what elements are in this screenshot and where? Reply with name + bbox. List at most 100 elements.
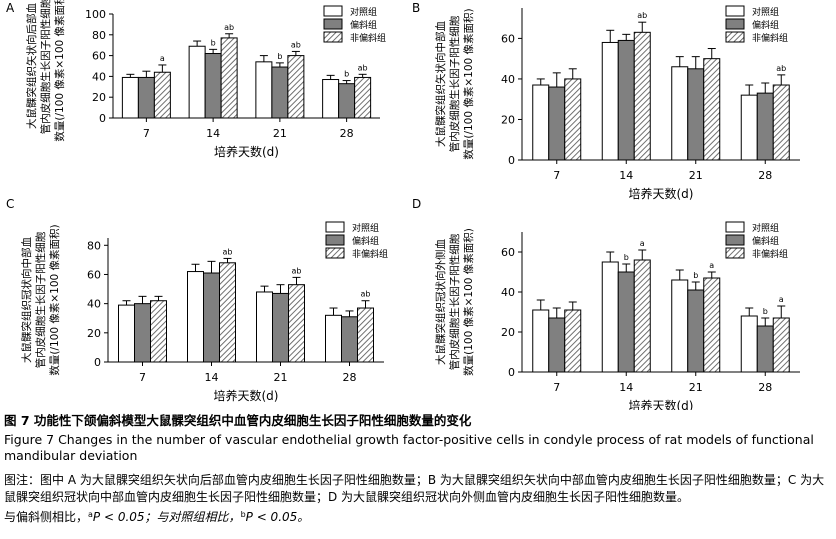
- bar-1: [617, 39, 635, 161]
- significance-label: a: [779, 295, 784, 304]
- caption-note-sup-b: b: [240, 510, 246, 519]
- caption-note-pre: 与偏斜侧相比，: [4, 510, 89, 524]
- panel-d: D 0 20 40 60 7 14 b a 21 b a 28 b a 培养天数(d) 大鼠髁突组织冠状向外侧血…: [412, 197, 800, 410]
- bar-2: [153, 71, 171, 119]
- bar-2: [703, 277, 721, 373]
- y-tick-label: 0: [508, 366, 515, 379]
- significance-label: a: [160, 54, 165, 63]
- y-tick-label: 20: [92, 91, 106, 104]
- y-tick-label: 40: [92, 70, 106, 83]
- legend-swatch-1: [323, 18, 343, 30]
- x-tick-label: 7: [139, 371, 146, 384]
- y-tick-label: 20: [87, 327, 101, 340]
- y-axis-label-line: 管内皮细胞生长因子阳性细胞: [448, 15, 461, 152]
- bar-0: [118, 304, 135, 363]
- x-tick-label: 21: [273, 127, 287, 140]
- significance-label: b: [624, 253, 629, 262]
- bar-1: [338, 83, 356, 119]
- x-tick-label: 14: [206, 127, 220, 140]
- bar-2: [288, 284, 305, 363]
- bar-0: [322, 79, 340, 119]
- legend-swatch-2: [323, 31, 343, 43]
- y-axis-label: 大鼠髁突组织矢状向后部血 管内皮细胞生长因子阳性细胞 数量(/100 像素×100 …: [25, 0, 66, 142]
- panel-letter: D: [412, 197, 421, 211]
- panel-a: A0204060801007a14bab21bab28bab培养天数(d)大鼠髁…: [6, 0, 386, 159]
- significance-label: ab: [291, 40, 301, 49]
- panel-letter: A: [6, 1, 15, 15]
- bar-1: [341, 316, 358, 363]
- bar-2: [219, 262, 236, 363]
- y-tick-label: 60: [87, 268, 101, 281]
- x-tick-label: 28: [340, 127, 354, 140]
- bar-0: [601, 261, 619, 373]
- bar-1: [272, 292, 289, 363]
- x-tick-label: 21: [274, 371, 288, 384]
- significance-label: ab: [637, 11, 647, 20]
- x-tick-label: 21: [689, 381, 703, 394]
- bar-2: [287, 55, 305, 119]
- bar-0: [325, 314, 342, 363]
- legend-label: 偏斜组: [352, 235, 379, 247]
- bar-2: [564, 309, 582, 373]
- y-axis-label-line: 数量(/100 像素×100 像素面积): [462, 8, 475, 159]
- panel-c: C 0 20 40 60 80 7 14 ab 21 ab 28 ab 培养天数(d) 大鼠髁突组织冠状向中…: [6, 197, 388, 403]
- y-axis-label-line: 大鼠髁突组织矢状向中部血: [434, 21, 447, 147]
- legend-swatch-2: [325, 247, 345, 259]
- legend-swatch-2: [725, 247, 745, 259]
- bar-2: [633, 31, 651, 161]
- figure-caption-title-cn: 图 7 功能性下颌偏斜模型大鼠髁突组织中血管内皮细胞生长因子阳性细胞数量的变化: [4, 413, 472, 428]
- legend-swatch-2: [725, 31, 745, 43]
- legend-swatch-1: [325, 234, 345, 246]
- legend-label: 对照组: [752, 222, 779, 234]
- y-axis-label: 大鼠髁突组织冠状向中部血 管内皮细胞生长因子阳性细胞 数量(/100 像素×100 …: [20, 224, 61, 375]
- bar-0: [532, 84, 550, 161]
- bar-1: [137, 76, 155, 119]
- y-axis-label-line: 管内皮细胞生长因子阳性细胞: [34, 231, 47, 368]
- bar-1: [203, 272, 220, 363]
- bar-1: [756, 325, 774, 373]
- significance-label: ab: [224, 23, 234, 32]
- x-tick-label: 21: [689, 169, 703, 182]
- y-tick-label: 40: [501, 286, 515, 299]
- bar-1: [548, 86, 566, 161]
- x-tick-label: 28: [758, 381, 772, 394]
- y-tick-label: 20: [501, 113, 515, 126]
- caption-note-post: P < 0.05。: [245, 510, 310, 524]
- x-tick-label: 14: [205, 371, 219, 384]
- bar-2: [150, 300, 167, 363]
- figure-canvas: A0204060801007a14bab21bab28bab培养天数(d)大鼠髁…: [6, 0, 800, 410]
- legend-label: 偏斜组: [752, 235, 779, 247]
- x-axis-label: 培养天数(d): [629, 186, 694, 201]
- bar-0: [255, 61, 273, 119]
- y-tick-label: 40: [501, 73, 515, 86]
- x-tick-label: 7: [553, 169, 560, 182]
- bar-1: [204, 53, 222, 119]
- x-tick-label: 28: [758, 169, 772, 182]
- bar-0: [121, 76, 139, 119]
- bar-0: [671, 66, 689, 161]
- y-axis-label-line: 数量(/100 像素×100 像素面积): [48, 224, 61, 375]
- bar-2: [354, 76, 372, 119]
- bar-1: [134, 303, 151, 363]
- bar-1: [687, 289, 705, 373]
- legend-swatch-0: [323, 5, 343, 17]
- significance-label: ab: [358, 63, 368, 72]
- y-axis-label-line: 管内皮细胞生长因子阳性细胞: [39, 0, 52, 134]
- figure-caption-title-en: Figure 7 Changes in the number of vascul…: [4, 432, 814, 463]
- significance-label: a: [640, 239, 645, 248]
- bar-2: [357, 307, 374, 363]
- significance-label: b: [277, 52, 282, 61]
- significance-label: ab: [776, 64, 786, 73]
- legend-label: 对照组: [752, 6, 779, 18]
- legend-label: 非偏斜组: [752, 248, 788, 260]
- bar-2: [220, 37, 238, 119]
- significance-label: ab: [292, 266, 302, 275]
- legend-swatch-0: [725, 5, 745, 17]
- significance-label: ab: [223, 247, 233, 256]
- y-tick-label: 40: [87, 298, 101, 311]
- bar-0: [187, 271, 204, 363]
- y-axis-label-line: 大鼠髁突组织矢状向后部血: [25, 3, 38, 129]
- significance-label: b: [211, 38, 216, 47]
- bar-2: [772, 84, 790, 161]
- bar-2: [772, 317, 790, 373]
